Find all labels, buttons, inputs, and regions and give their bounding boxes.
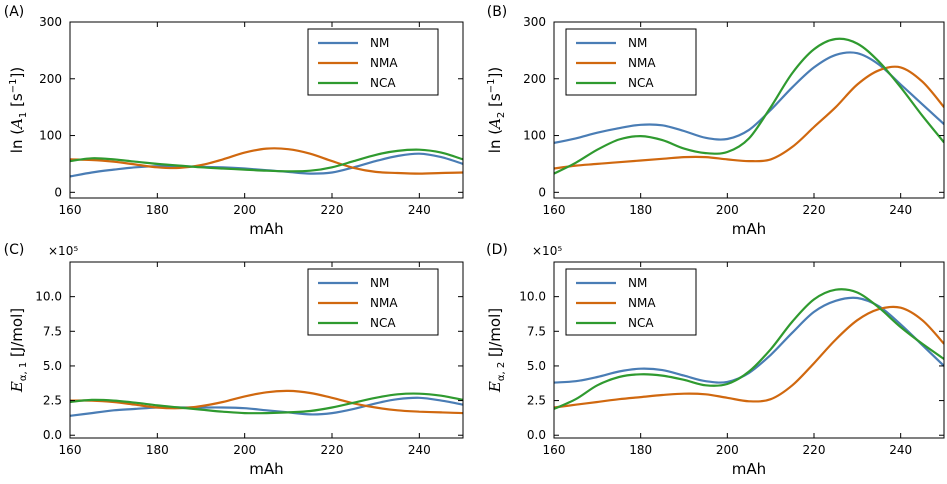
x-tick-label: 240 — [408, 203, 431, 217]
x-tick-label: 160 — [59, 443, 82, 457]
legend-label-nca: NCA — [370, 76, 396, 90]
chart-panel: 160 180 200 220 240 0 100 200 300 mAh ln (A1 [s−1]… — [4, 4, 464, 238]
series-line-nma — [70, 389, 463, 415]
x-tick-label: 220 — [803, 203, 826, 217]
y-tick-label: 100 — [523, 129, 546, 143]
y-tick-label: 5.0 — [527, 359, 546, 373]
y-tick-label: 0.0 — [527, 428, 546, 442]
series-line-nma — [554, 65, 944, 170]
x-tick-label: 220 — [803, 443, 826, 457]
y-axis-label: ln (A2 [s−1]) — [486, 67, 507, 153]
x-tick-label: 200 — [233, 203, 256, 217]
series-line-nca — [554, 288, 944, 410]
x-tick-label: 180 — [146, 443, 169, 457]
y-tick-label: 5.0 — [43, 359, 62, 373]
series-line-nma — [70, 147, 463, 175]
x-tick-label: 200 — [716, 203, 739, 217]
x-tick-label: 200 — [716, 443, 739, 457]
plot-frame — [69, 21, 464, 199]
x-tick-label: 200 — [233, 443, 256, 457]
y-tick-label: 7.5 — [527, 324, 546, 338]
y-tick-label: 0 — [54, 185, 62, 199]
y-tick-label: 200 — [523, 72, 546, 86]
legend: NM NMA NCA — [307, 28, 439, 96]
x-tick-label: 240 — [889, 443, 912, 457]
y-tick-label: 10.0 — [35, 290, 62, 304]
legend: NM NMA NCA — [565, 268, 697, 336]
y-tick-label: 300 — [523, 15, 546, 29]
y-tick-label: 300 — [39, 15, 62, 29]
y-tick-label: 10.0 — [519, 290, 546, 304]
x-tick-label: 180 — [629, 443, 652, 457]
y-axis-label: Eα, 1 [J/mol] — [8, 308, 29, 393]
panel-label: (D) — [486, 242, 508, 258]
plot-frame — [553, 261, 945, 439]
series-line-nm — [70, 396, 463, 417]
plot-frame — [553, 21, 945, 199]
y-tick-label: 2.5 — [527, 394, 546, 408]
legend-label-nca: NCA — [370, 316, 396, 330]
y-scale-factor: ×10⁵ — [532, 244, 562, 258]
y-tick-label: 100 — [39, 129, 62, 143]
y-scale-factor: ×10⁵ — [48, 244, 78, 258]
y-tick-label: 200 — [39, 72, 62, 86]
x-tick-label: 240 — [889, 203, 912, 217]
y-tick-label: 0 — [538, 185, 546, 199]
x-tick-label: 160 — [543, 203, 566, 217]
series-line-nca — [554, 37, 944, 175]
legend-label-nma: NMA — [628, 296, 656, 310]
x-axis-label: mAh — [732, 460, 766, 478]
legend-label-nm: NM — [370, 36, 389, 50]
chart-panel: 160 180 200 220 240 0.0 2.5 5.0 7.5 10.0 mAh Eα, 2 … — [486, 242, 945, 478]
y-tick-label: 0.0 — [43, 428, 62, 442]
panel-label: (B) — [487, 4, 508, 20]
x-tick-label: 220 — [321, 203, 344, 217]
y-tick-label: 7.5 — [43, 324, 62, 338]
x-tick-label: 220 — [321, 443, 344, 457]
legend-label-nma: NMA — [370, 56, 398, 70]
y-tick-label: 2.5 — [43, 394, 62, 408]
legend-label-nca: NCA — [628, 76, 654, 90]
series-line-nca — [70, 392, 463, 415]
legend-label-nma: NMA — [628, 56, 656, 70]
x-axis-label: mAh — [249, 460, 283, 478]
panel-label: (A) — [4, 4, 25, 20]
plot-frame — [69, 261, 464, 439]
legend-label-nm: NM — [628, 36, 647, 50]
legend-label-nma: NMA — [370, 296, 398, 310]
legend: NM NMA NCA — [565, 28, 697, 96]
x-tick-label: 240 — [408, 443, 431, 457]
chart-panel: 160 180 200 220 240 0 100 200 300 mAh ln (A2 [s−1]… — [486, 4, 945, 238]
y-axis-label: Eα, 2 [J/mol] — [486, 308, 507, 393]
x-tick-label: 180 — [146, 203, 169, 217]
x-axis-label: mAh — [732, 220, 766, 238]
series-line-nm — [554, 51, 944, 144]
x-tick-label: 180 — [629, 203, 652, 217]
chart-panel: 160 180 200 220 240 0.0 2.5 5.0 7.5 10.0 mAh Eα, 1 … — [4, 242, 464, 478]
x-tick-label: 160 — [543, 443, 566, 457]
panel-label: (C) — [4, 242, 25, 258]
x-tick-label: 160 — [59, 203, 82, 217]
series-line-nca — [70, 148, 463, 173]
x-axis-label: mAh — [249, 220, 283, 238]
legend-label-nm: NM — [370, 276, 389, 290]
y-axis-label: ln (A1 [s−1]) — [8, 67, 29, 153]
legend-label-nm: NM — [628, 276, 647, 290]
legend: NM NMA NCA — [307, 268, 439, 336]
legend-label-nca: NCA — [628, 316, 654, 330]
